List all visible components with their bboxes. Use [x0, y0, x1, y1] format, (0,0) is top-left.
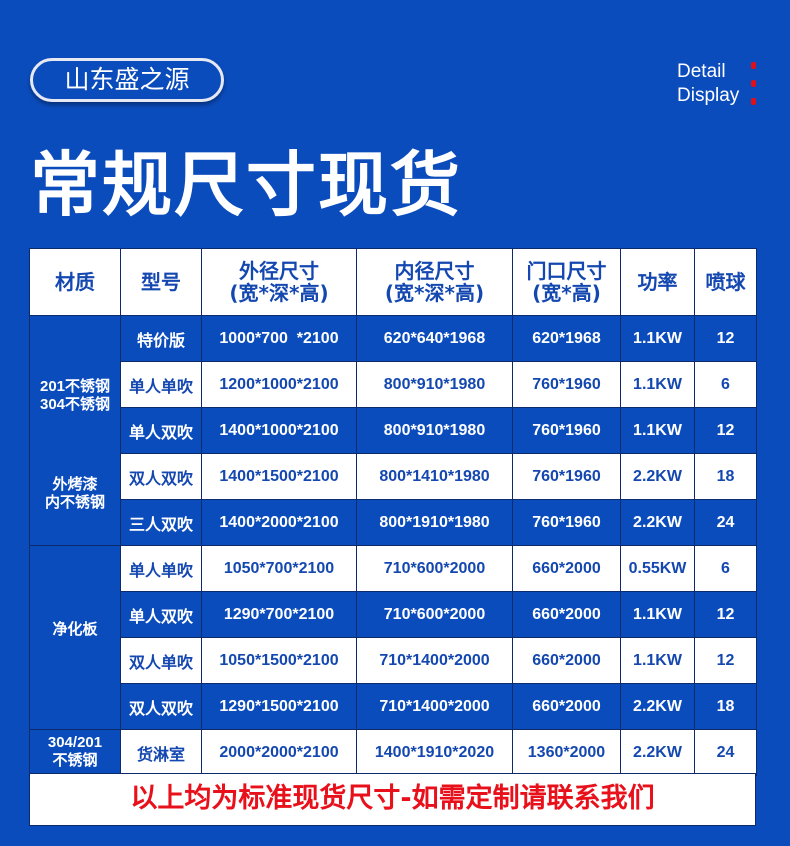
spec-table: 材质 型号 外径尺寸 (宽*深*高) 内径尺寸 (宽*深*高) 门口尺寸 (宽*高) …: [29, 248, 757, 776]
model-cell: 单人单吹: [120, 545, 202, 592]
detail-display-label: Detail Display: [677, 60, 739, 108]
inner-size-cell: 800*1410*1980: [356, 453, 513, 500]
door-size-cell: 620*1968: [512, 315, 621, 362]
outer-size-cell: 1290*1500*2100: [201, 683, 357, 730]
table-row: 净化板 单人单吹 1050*700*2100 710*600*2000 660*2000…: [29, 545, 757, 730]
model-cell: 单人单吹: [120, 361, 202, 408]
door-size-cell: 1360*2000: [512, 729, 621, 776]
material-cell: 304/201 不锈钢: [29, 729, 121, 776]
power-cell: 0.55KW: [620, 545, 695, 592]
nozzles-cell: 18: [694, 683, 757, 730]
power-cell: 1.1KW: [620, 407, 695, 454]
model-cell: 特价版: [120, 315, 202, 362]
power-cell: 1.1KW: [620, 315, 695, 362]
nozzles-cell: 6: [694, 361, 757, 408]
door-size-cell: 660*2000: [512, 683, 621, 730]
inner-size-cell: 800*910*1980: [356, 407, 513, 454]
material-label: 净化板: [52, 621, 98, 638]
power-cell: 2.2KW: [620, 453, 695, 500]
header-model: 型号: [120, 248, 202, 316]
header-nozzles: 喷球: [694, 248, 757, 316]
door-size-cell: 760*1960: [512, 499, 621, 546]
page-title: 常规尺寸现货: [30, 143, 462, 226]
outer-size-cell: 2000*2000*2100: [201, 729, 357, 776]
outer-size-cell: 1400*2000*2100: [201, 499, 357, 546]
outer-size-cell: 1000*700 *2100: [201, 315, 357, 362]
table-row: 双人单吹 1050*1500*2100 710*1400*2000 660*2000 1…: [30, 637, 757, 684]
header-power: 功率: [620, 248, 695, 316]
door-size-cell: 660*2000: [512, 545, 621, 592]
model-cell: 单人双吹: [120, 407, 202, 454]
outer-size-cell: 1050*1500*2100: [201, 637, 357, 684]
header-outer-size: 外径尺寸 (宽*深*高): [201, 248, 357, 316]
table-row: 201不锈钢 304不锈钢 外烤漆 内不锈钢 特价版 1000*700 *2100 62…: [29, 315, 757, 546]
outer-size-cell: 1200*1000*2100: [201, 361, 357, 408]
material-cell: 201不锈钢 304不锈钢 外烤漆 内不锈钢: [29, 315, 121, 546]
material-cell: 净化板: [29, 545, 121, 730]
door-size-cell: 760*1960: [512, 361, 621, 408]
material-label: 201不锈钢 304不锈钢: [39, 378, 111, 413]
power-cell: 1.1KW: [620, 637, 695, 684]
footer-notice: 以上均为标准现货尺寸-如需定制请联系我们: [29, 773, 756, 826]
nozzles-cell: 12: [694, 591, 757, 638]
red-dots-decoration: [751, 62, 756, 116]
power-cell: 2.2KW: [620, 499, 695, 546]
material-label: 304/201 不锈钢: [47, 734, 103, 769]
outer-size-cell: 1400*1500*2100: [201, 453, 357, 500]
table-row: 304/201 不锈钢 货淋室 2000*2000*2100 1400*1910*20…: [29, 729, 757, 776]
model-cell: 货淋室: [120, 729, 202, 776]
table-row: 单人双吹 1290*700*2100 710*600*2000 660*2000 1.1…: [30, 591, 757, 638]
display-word: Display: [677, 85, 740, 106]
model-cell: 三人双吹: [120, 499, 202, 546]
power-cell: 2.2KW: [620, 729, 695, 776]
nozzles-cell: 12: [694, 315, 757, 362]
door-size-cell: 760*1960: [512, 453, 621, 500]
model-cell: 双人双吹: [120, 683, 202, 730]
header-inner-size: 内径尺寸 (宽*深*高): [356, 248, 513, 316]
inner-size-cell: 710*1400*2000: [356, 637, 513, 684]
header-material: 材质: [29, 248, 121, 316]
table-header-row: 材质 型号 外径尺寸 (宽*深*高) 内径尺寸 (宽*深*高) 门口尺寸 (宽*高) …: [29, 248, 757, 316]
inner-size-cell: 710*600*2000: [356, 545, 513, 592]
table-row: 单人双吹 1400*1000*2100 800*910*1980 760*1960 1.…: [30, 407, 757, 454]
material-label: 外烤漆 内不锈钢: [44, 476, 105, 511]
power-cell: 1.1KW: [620, 361, 695, 408]
power-cell: 2.2KW: [620, 683, 695, 730]
outer-size-cell: 1400*1000*2100: [201, 407, 357, 454]
nozzles-cell: 12: [694, 407, 757, 454]
nozzles-cell: 12: [694, 637, 757, 684]
table-row: 双人双吹 1400*1500*2100 800*1410*1980 760*1960 2…: [30, 453, 757, 500]
door-size-cell: 760*1960: [512, 407, 621, 454]
model-cell: 双人双吹: [120, 453, 202, 500]
model-cell: 单人双吹: [120, 591, 202, 638]
nozzles-cell: 24: [694, 499, 757, 546]
table-row: 三人双吹 1400*2000*2100 800*1910*1980 760*1960 2…: [30, 499, 757, 546]
door-size-cell: 660*2000: [512, 637, 621, 684]
detail-word: Detail: [677, 61, 726, 82]
door-size-cell: 660*2000: [512, 591, 621, 638]
brand-badge: 山东盛之源: [30, 58, 224, 102]
table-row: 双人双吹 1290*1500*2100 710*1400*2000 660*2000 2…: [30, 683, 757, 730]
table-row: 单人单吹 1200*1000*2100 800*910*1980 760*1960 1.…: [30, 361, 757, 408]
outer-size-cell: 1050*700*2100: [201, 545, 357, 592]
power-cell: 1.1KW: [620, 591, 695, 638]
model-cell: 双人单吹: [120, 637, 202, 684]
inner-size-cell: 710*600*2000: [356, 591, 513, 638]
header-door-size: 门口尺寸 (宽*高): [512, 248, 621, 316]
inner-size-cell: 800*1910*1980: [356, 499, 513, 546]
inner-size-cell: 620*640*1968: [356, 315, 513, 362]
inner-size-cell: 710*1400*2000: [356, 683, 513, 730]
outer-size-cell: 1290*700*2100: [201, 591, 357, 638]
inner-size-cell: 1400*1910*2020: [356, 729, 513, 776]
nozzles-cell: 18: [694, 453, 757, 500]
nozzles-cell: 24: [694, 729, 757, 776]
inner-size-cell: 800*910*1980: [356, 361, 513, 408]
nozzles-cell: 6: [694, 545, 757, 592]
